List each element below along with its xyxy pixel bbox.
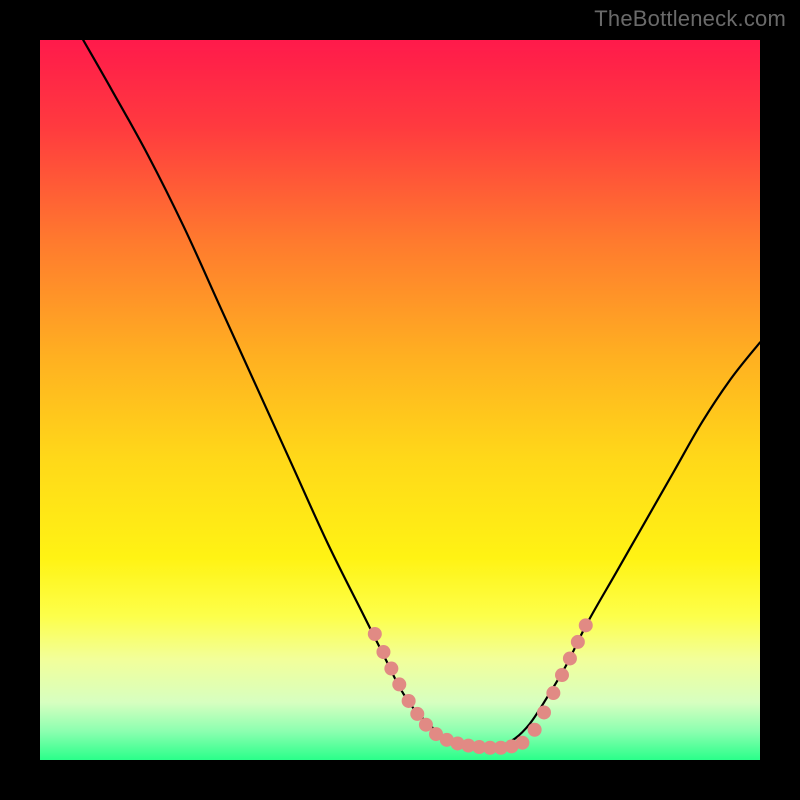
data-marker [384,662,398,676]
data-marker [376,645,390,659]
markers-group [368,618,593,754]
chart-container: TheBottleneck.com [0,0,800,800]
left-curve [83,40,486,748]
data-marker [579,618,593,632]
data-marker [571,635,585,649]
data-marker [546,686,560,700]
plot-area [40,40,760,760]
data-marker [528,723,542,737]
data-marker [555,668,569,682]
data-marker [515,736,529,750]
curves-svg [40,40,760,760]
data-marker [563,651,577,665]
data-marker [402,694,416,708]
data-marker [368,627,382,641]
watermark-text: TheBottleneck.com [594,6,786,32]
data-marker [392,677,406,691]
data-marker [537,705,551,719]
right-curve [486,342,760,748]
